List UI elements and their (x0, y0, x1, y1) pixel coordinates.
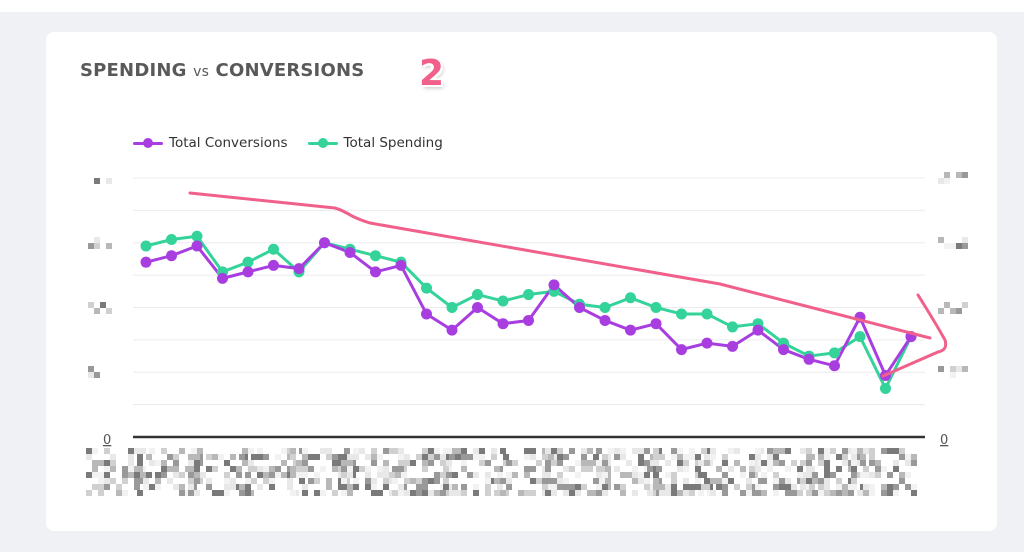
legend-item-spending[interactable]: Total Spending (307, 135, 443, 151)
data-point-total-spending[interactable] (166, 234, 177, 246)
data-point-total-spending[interactable] (599, 302, 611, 313)
data-point-total-conversions[interactable] (319, 237, 330, 249)
data-point-total-conversions[interactable] (599, 314, 611, 326)
data-point-total-conversions[interactable] (548, 279, 560, 291)
title-vs: vs (193, 64, 210, 80)
data-point-total-conversions[interactable] (421, 308, 432, 320)
data-point-total-spending[interactable] (446, 302, 458, 313)
data-point-total-conversions[interactable] (395, 259, 407, 271)
series-line-total-conversions (145, 241, 913, 377)
annotation-group (188, 191, 948, 378)
data-point-total-conversions[interactable] (650, 318, 662, 330)
data-point-total-spending[interactable] (472, 289, 483, 301)
title-part2: CONVERSIONS (215, 60, 365, 81)
data-point-total-spending[interactable] (676, 308, 687, 320)
data-point-total-conversions[interactable] (701, 337, 713, 349)
data-point-total-conversions[interactable] (778, 344, 789, 356)
data-point-total-spending[interactable] (650, 302, 662, 313)
chart-legend: Total Conversions Total Spending (133, 135, 443, 151)
data-point-total-spending[interactable] (421, 282, 432, 294)
annotation-trend-line (188, 191, 932, 340)
series-group (140, 230, 917, 394)
legend-label-spending: Total Spending (343, 135, 443, 151)
chart-title: SPENDING vs CONVERSIONS (80, 60, 364, 81)
data-point-total-conversions[interactable] (140, 256, 152, 268)
legend-label-conversions: Total Conversions (169, 135, 288, 151)
y-right-zero-label: 0 (940, 433, 948, 448)
data-point-total-spending[interactable] (268, 243, 279, 255)
data-point-total-spending[interactable] (497, 295, 509, 307)
data-point-total-conversions[interactable] (191, 240, 203, 252)
y-left-zero-label: 0 (103, 433, 111, 448)
data-point-total-spending[interactable] (625, 292, 636, 304)
data-point-total-conversions[interactable] (574, 302, 585, 313)
data-point-total-conversions[interactable] (268, 259, 279, 271)
data-point-total-conversions[interactable] (446, 324, 458, 336)
gridlines (133, 177, 925, 406)
data-point-total-spending[interactable] (829, 347, 840, 359)
data-point-total-spending[interactable] (140, 240, 152, 252)
data-point-total-conversions[interactable] (829, 360, 840, 372)
legend-marker-spending (307, 137, 338, 149)
data-point-total-conversions[interactable] (803, 353, 815, 365)
series-line-total-spending (145, 234, 913, 390)
data-point-total-conversions[interactable] (293, 263, 305, 275)
data-point-total-conversions[interactable] (242, 266, 254, 278)
title-part1: SPENDING (80, 60, 187, 81)
data-point-total-conversions[interactable] (727, 340, 738, 352)
data-point-total-conversions[interactable] (370, 266, 381, 278)
top-strip (0, 0, 1024, 12)
data-point-total-spending[interactable] (370, 250, 381, 262)
data-point-total-conversions[interactable] (472, 302, 483, 313)
chart-card (46, 32, 997, 531)
data-point-total-conversions[interactable] (217, 272, 228, 284)
data-point-total-spending[interactable] (191, 230, 203, 242)
legend-marker-conversions (133, 137, 163, 149)
data-point-total-spending[interactable] (701, 308, 713, 320)
data-point-total-conversions[interactable] (625, 324, 636, 336)
data-point-total-spending[interactable] (854, 331, 866, 343)
data-point-total-spending[interactable] (523, 289, 534, 301)
data-point-total-conversions[interactable] (166, 250, 177, 262)
data-point-total-spending[interactable] (727, 321, 738, 333)
annotation-badge: 2 (419, 53, 445, 94)
data-point-total-conversions[interactable] (523, 314, 534, 326)
data-point-total-spending[interactable] (242, 256, 254, 268)
legend-item-conversions[interactable]: Total Conversions (133, 135, 288, 151)
data-point-total-conversions[interactable] (344, 246, 356, 258)
data-point-total-conversions[interactable] (752, 324, 764, 336)
data-point-total-spending[interactable] (880, 382, 891, 394)
annotation-arrow-stroke (881, 293, 948, 378)
data-point-total-conversions[interactable] (497, 318, 509, 330)
data-point-total-conversions[interactable] (676, 344, 687, 356)
